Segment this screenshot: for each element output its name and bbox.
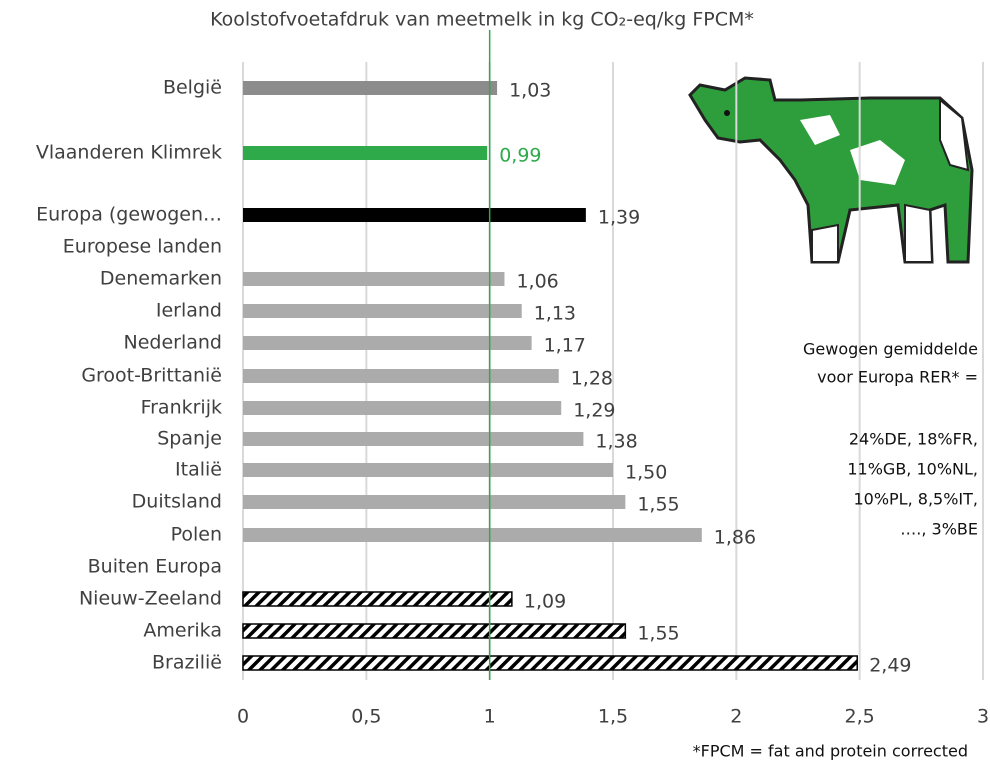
- category-label: Nieuw-Zeeland: [79, 588, 222, 610]
- value-label: 1,29: [573, 400, 615, 422]
- annotation: voor Europa RER* =: [817, 368, 978, 387]
- bar: [243, 401, 562, 415]
- value-label: 1,17: [544, 335, 586, 357]
- category-label: Nederland: [124, 332, 223, 354]
- annotation: Gewogen gemiddelde: [803, 340, 978, 359]
- value-label: 1,50: [625, 462, 667, 484]
- value-label: 1,28: [571, 368, 613, 390]
- bar: [243, 528, 702, 542]
- bar: [242, 623, 627, 639]
- category-label: Frankrijk: [141, 397, 222, 419]
- category-label: Europa (gewogen…: [36, 204, 222, 226]
- category-label: Ierland: [156, 300, 222, 322]
- category-label: België: [163, 77, 222, 99]
- category-label: Spanje: [157, 428, 222, 450]
- category-label: Italië: [175, 459, 222, 481]
- bar: [242, 655, 858, 671]
- x-tick-label: 0: [237, 706, 249, 728]
- category-label: Vlaanderen Klimrek: [36, 142, 222, 164]
- value-label: 1,38: [595, 431, 637, 453]
- cow-illustration: [688, 76, 974, 264]
- value-label: 2,49: [869, 655, 911, 677]
- category-label: Groot-Brittanië: [81, 365, 222, 387]
- value-label: 0,99: [499, 145, 541, 167]
- x-tick-label: 1,5: [598, 706, 628, 728]
- category-label: Europese landen: [63, 236, 222, 258]
- bar: [243, 81, 498, 95]
- value-label: 1,55: [637, 623, 679, 645]
- chart-title: Koolstofvoetafdruk van meetmelk in kg CO…: [210, 9, 754, 31]
- category-label: Brazilië: [152, 652, 222, 674]
- bar: [243, 495, 626, 509]
- category-label: Buiten Europa: [88, 556, 222, 578]
- annotation: 11%GB, 10%NL,: [847, 460, 978, 479]
- annotation: 24%DE, 18%FR,: [849, 430, 978, 449]
- x-tick-label: 0,5: [351, 706, 381, 728]
- bar: [243, 272, 505, 286]
- category-label: Duitsland: [132, 491, 222, 513]
- value-label: 1,39: [598, 207, 640, 229]
- bar: [243, 208, 586, 222]
- footnote: *FPCM = fat and protein corrected: [693, 742, 968, 761]
- value-label: 1,13: [534, 303, 576, 325]
- bar: [243, 146, 488, 160]
- x-tick-label: 3: [977, 706, 989, 728]
- bar: [242, 591, 513, 607]
- x-tick-label: 2,5: [845, 706, 875, 728]
- x-tick-label: 2: [730, 706, 742, 728]
- value-label: 1,86: [714, 527, 756, 549]
- bar: [243, 336, 532, 350]
- category-label: Polen: [171, 524, 222, 546]
- value-label: 1,55: [637, 494, 679, 516]
- annotation: …., 3%BE: [900, 520, 978, 539]
- bar: [243, 304, 522, 318]
- category-label: Amerika: [143, 620, 222, 642]
- bar: [243, 463, 613, 477]
- x-tick-label: 1: [484, 706, 496, 728]
- bar: [243, 432, 584, 446]
- annotation: 10%PL, 8,5%IT,: [853, 490, 978, 509]
- value-label: 1,09: [524, 591, 566, 613]
- bar: [243, 369, 559, 383]
- value-label: 1,03: [509, 80, 551, 102]
- category-label: Denemarken: [100, 268, 222, 290]
- value-label: 1,06: [516, 271, 558, 293]
